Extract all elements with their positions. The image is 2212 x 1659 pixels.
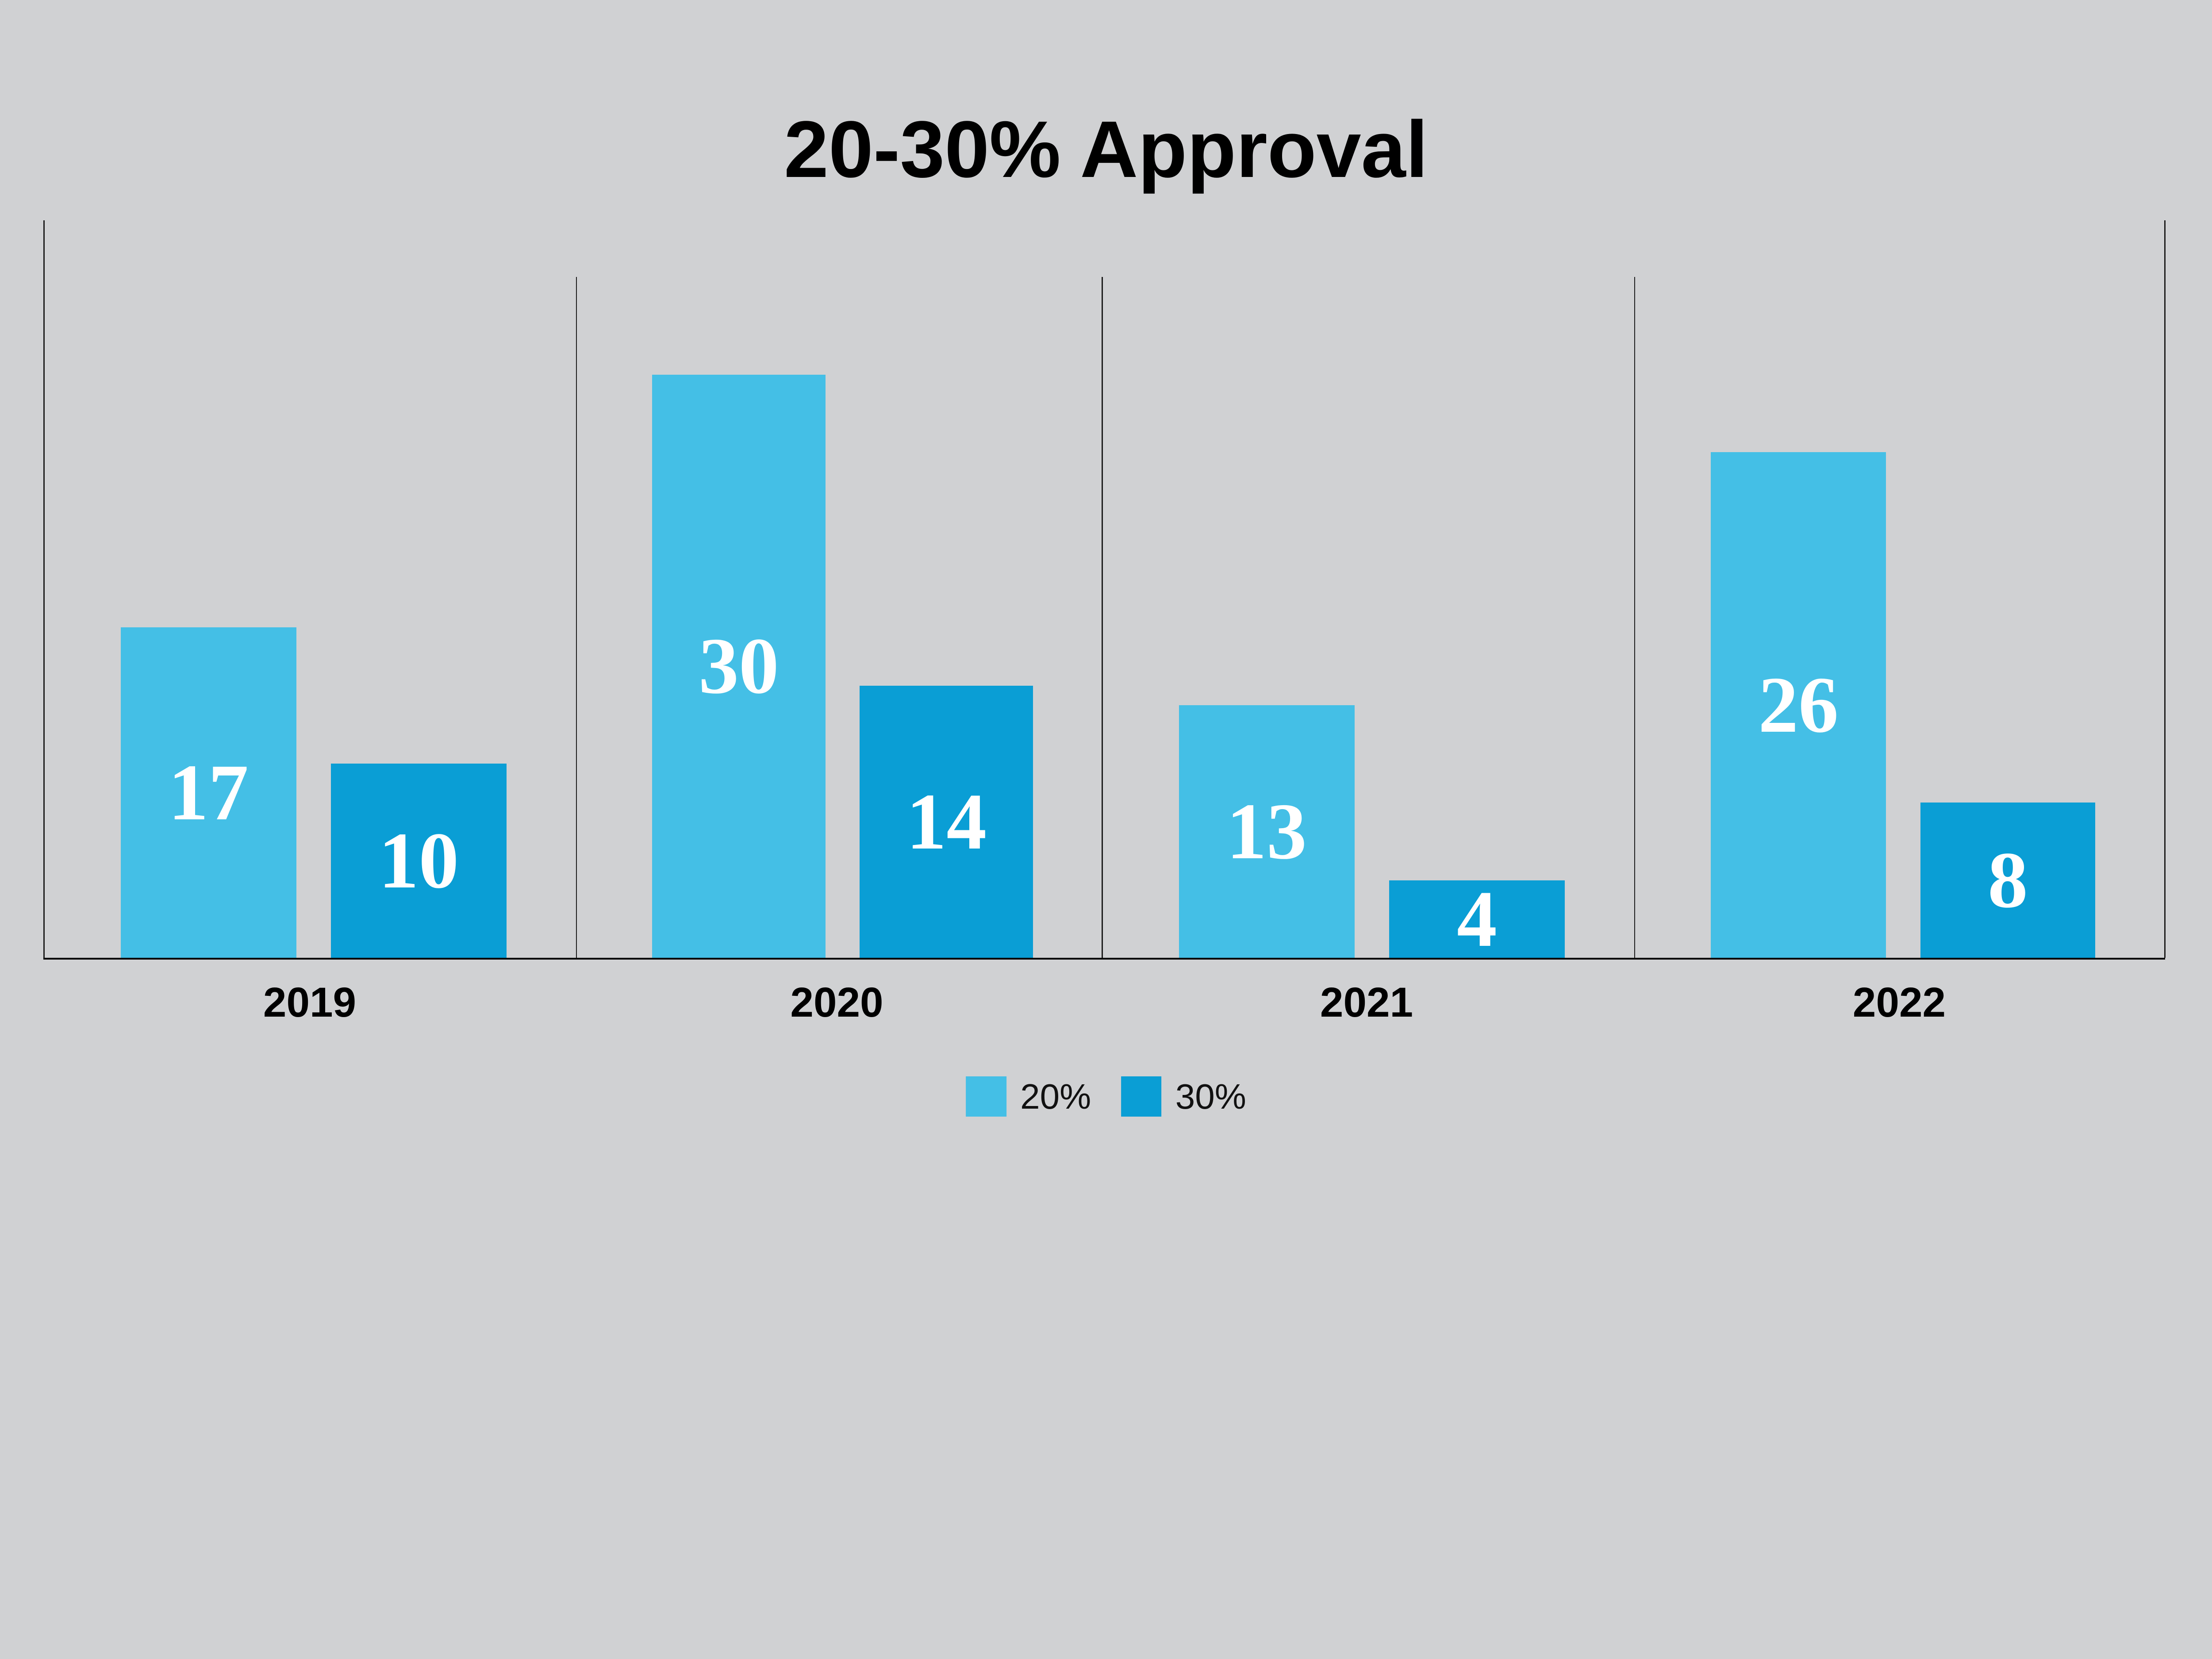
- bar-2019-20pct: 17: [120, 627, 296, 958]
- plot-right-border-line: [2164, 220, 2166, 958]
- bar-value-label: 17: [168, 748, 249, 837]
- bar-2021-20pct: 13: [1179, 705, 1355, 958]
- bar-group-2020: 30 14: [576, 0, 1102, 958]
- x-axis-label-2021: 2021: [1320, 979, 1413, 1026]
- legend: 20% 30%: [966, 1076, 1246, 1117]
- bar-group-2019: 17 10: [43, 0, 576, 958]
- legend-label-30pct: 30%: [1175, 1076, 1246, 1116]
- bar-group-2021: 13 4: [1102, 0, 1634, 964]
- x-axis-line: [43, 958, 2165, 960]
- plot-left-border-line: [43, 220, 45, 958]
- x-axis-label-2019: 2019: [263, 979, 357, 1026]
- bar-value-label: 13: [1226, 787, 1307, 876]
- legend-swatch-30pct: [1121, 1076, 1162, 1117]
- bar-2019-30pct: 10: [330, 763, 507, 958]
- chart-title: 20-30% Approval: [784, 104, 1428, 194]
- bar-value-label: 26: [1758, 661, 1839, 750]
- bar-2022-30pct: 8: [1920, 802, 2096, 958]
- x-axis-label-2020: 2020: [790, 979, 883, 1026]
- group-separator-line: [576, 276, 577, 958]
- bar-2022-20pct: 26: [1711, 452, 1886, 958]
- bar-value-label: 4: [1457, 874, 1497, 964]
- group-separator-line: [1634, 276, 1636, 958]
- bar-value-label: 14: [906, 777, 987, 866]
- legend-item-20pct: 20%: [966, 1076, 1091, 1117]
- bar-group-2022: 26 8: [1634, 0, 2165, 958]
- bar-2020-30pct: 14: [860, 685, 1033, 958]
- legend-label-20pct: 20%: [1020, 1076, 1091, 1116]
- group-separator-line: [1102, 276, 1103, 958]
- bar-value-label: 8: [1988, 835, 2028, 925]
- bar-value-label: 10: [378, 816, 459, 905]
- x-axis-label-2022: 2022: [1852, 979, 1946, 1026]
- plot-area: 17 10 30 14 13 4 26: [43, 0, 2166, 964]
- legend-swatch-20pct: [966, 1076, 1006, 1117]
- chart-canvas: 20-30% Approval 17 10 30 14 13: [43, 0, 2166, 1117]
- legend-item-30pct: 30%: [1121, 1076, 1246, 1117]
- bar-2021-30pct: 4: [1389, 874, 1565, 964]
- bar-2020-20pct: 30: [652, 374, 826, 958]
- bar-value-label: 30: [699, 622, 779, 711]
